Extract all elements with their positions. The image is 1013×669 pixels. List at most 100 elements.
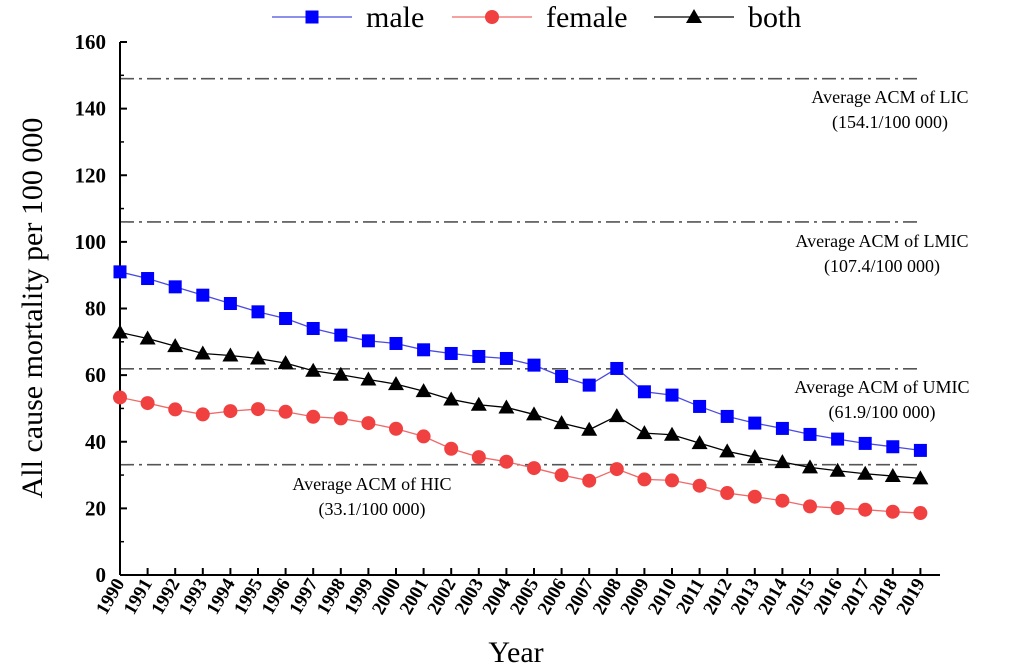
x-tick-label: 2002 xyxy=(423,575,460,618)
male-series-line xyxy=(119,271,921,452)
male-legend-label: male xyxy=(366,1,424,34)
male-data-point xyxy=(223,297,237,311)
x-tick-label: 2014 xyxy=(755,575,792,619)
legend: male female both xyxy=(272,1,801,34)
female-data-point xyxy=(223,404,238,419)
male-data-point xyxy=(251,305,265,319)
x-tick-label: 1991 xyxy=(120,575,157,618)
y-tick-label: 0 xyxy=(96,563,107,587)
both-data-point xyxy=(277,355,294,370)
both-data-point xyxy=(360,371,377,386)
both-data-point xyxy=(608,408,625,423)
y-tick-label: 160 xyxy=(75,30,107,54)
reference-value: (154.1/100 000) xyxy=(832,112,948,133)
both-data-point xyxy=(194,345,211,360)
y-tick-label: 60 xyxy=(85,363,106,387)
both-data-point xyxy=(774,454,791,469)
x-tick-label: 2006 xyxy=(534,575,571,618)
both-data-point xyxy=(857,465,874,480)
x-tick-label: 2007 xyxy=(561,575,598,619)
male-data-point xyxy=(472,349,486,363)
female-data-point xyxy=(692,478,707,493)
both-data-point xyxy=(829,462,846,477)
male-data-point xyxy=(113,265,127,279)
reference-value: (33.1/100 000) xyxy=(319,499,426,520)
both-data-point xyxy=(526,406,542,421)
both-legend-marker xyxy=(686,9,702,23)
both-data-point xyxy=(222,347,239,362)
male-data-point xyxy=(803,427,817,441)
x-tick-label: 1994 xyxy=(203,575,240,619)
both-data-point xyxy=(112,324,128,339)
female-data-point xyxy=(471,450,486,465)
female-data-point xyxy=(333,411,348,426)
both-data-point xyxy=(415,383,432,398)
both-data-point xyxy=(553,415,570,430)
female-data-point xyxy=(306,409,321,424)
male-data-point xyxy=(665,388,679,402)
male-data-point xyxy=(913,443,927,457)
female-data-point xyxy=(113,390,127,405)
female-data-point xyxy=(554,468,569,483)
female-data-point xyxy=(389,421,403,436)
y-tick-label: 140 xyxy=(75,97,107,121)
male-data-point xyxy=(886,440,900,454)
reference-value: (61.9/100 000) xyxy=(829,402,936,423)
x-tick-label: 1998 xyxy=(313,575,350,618)
female-data-point xyxy=(913,506,928,521)
x-tick-label: 2017 xyxy=(837,575,874,619)
y-axis-title: All cause mortality per 100 000 xyxy=(16,118,49,499)
female-data-point xyxy=(195,407,210,422)
both-data-point xyxy=(912,470,929,485)
male-data-point xyxy=(693,399,707,413)
x-tick-label: 2009 xyxy=(617,575,654,618)
female-data-point xyxy=(416,429,431,444)
x-tick-label: 1992 xyxy=(147,575,184,618)
x-tick-label: 2016 xyxy=(810,575,847,618)
male-data-point xyxy=(141,272,155,286)
reference-label: Average ACM of LIC xyxy=(811,87,968,107)
male-data-point xyxy=(555,369,569,383)
both-data-point xyxy=(139,330,156,345)
female-series-line xyxy=(119,396,921,514)
y-tick-label: 120 xyxy=(75,163,107,187)
both-data-point xyxy=(250,350,266,365)
both-data-point xyxy=(802,459,818,474)
x-axis-title: Year xyxy=(488,636,543,669)
male-data-point xyxy=(582,378,596,392)
male-data-point xyxy=(306,321,320,335)
male-data-point xyxy=(499,351,513,365)
both-data-point xyxy=(664,426,680,441)
female-data-point xyxy=(278,404,293,419)
x-tick-label: 2003 xyxy=(451,575,488,618)
female-data-point xyxy=(527,461,541,476)
reference-label: Average ACM of UMIC xyxy=(794,377,969,397)
male-data-point xyxy=(637,385,651,399)
both-data-point xyxy=(581,421,598,436)
male-data-point xyxy=(389,336,403,350)
reference-line-labels: Average ACM of LIC (154.1/100 000) Average… xyxy=(292,87,969,520)
both-data-point xyxy=(884,468,901,483)
both-data-point xyxy=(332,366,349,381)
female-data-point xyxy=(168,402,183,417)
reference-lines xyxy=(120,77,918,466)
both-legend-label: both xyxy=(748,1,801,34)
female-data-point xyxy=(885,504,900,519)
female-data-point xyxy=(582,473,597,488)
male-data-point xyxy=(858,436,872,450)
female-data-point xyxy=(747,489,762,504)
male-data-point xyxy=(775,421,789,435)
female-data-point xyxy=(775,493,790,508)
x-tick-label: 2019 xyxy=(893,575,930,618)
female-data-point xyxy=(361,416,376,431)
male-legend-marker xyxy=(305,10,319,24)
male-data-point xyxy=(831,432,845,446)
both-data-point xyxy=(388,376,404,391)
x-tick-label: 2018 xyxy=(865,575,902,618)
reference-label: Average ACM of LMIC xyxy=(795,231,968,251)
male-data-point xyxy=(196,288,210,302)
female-data-point xyxy=(140,396,155,411)
female-legend-label: female xyxy=(546,1,628,34)
